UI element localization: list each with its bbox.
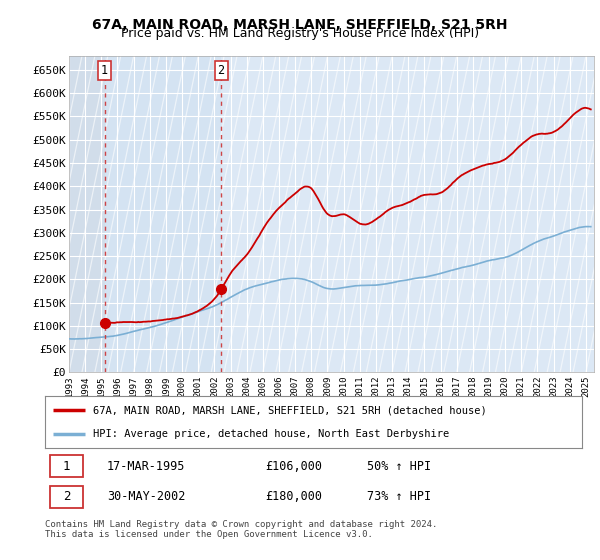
Text: 67A, MAIN ROAD, MARSH LANE, SHEFFIELD, S21 5RH (detached house): 67A, MAIN ROAD, MARSH LANE, SHEFFIELD, S… (94, 405, 487, 416)
Text: Contains HM Land Registry data © Crown copyright and database right 2024.
This d: Contains HM Land Registry data © Crown c… (45, 520, 437, 539)
Text: 67A, MAIN ROAD, MARSH LANE, SHEFFIELD, S21 5RH: 67A, MAIN ROAD, MARSH LANE, SHEFFIELD, S… (92, 18, 508, 32)
Text: £106,000: £106,000 (265, 460, 322, 473)
Text: 2: 2 (63, 491, 70, 503)
Text: 73% ↑ HPI: 73% ↑ HPI (367, 491, 431, 503)
Bar (69, 56, 104, 372)
Text: 1: 1 (101, 64, 108, 77)
Text: HPI: Average price, detached house, North East Derbyshire: HPI: Average price, detached house, Nort… (94, 429, 449, 439)
Bar (104, 56, 221, 372)
FancyBboxPatch shape (50, 486, 83, 508)
FancyBboxPatch shape (50, 455, 83, 477)
Text: 1: 1 (63, 460, 70, 473)
Text: 17-MAR-1995: 17-MAR-1995 (107, 460, 185, 473)
Text: 2: 2 (218, 64, 225, 77)
Text: £180,000: £180,000 (265, 491, 322, 503)
Text: 30-MAY-2002: 30-MAY-2002 (107, 491, 185, 503)
Text: Price paid vs. HM Land Registry's House Price Index (HPI): Price paid vs. HM Land Registry's House … (121, 27, 479, 40)
Text: 50% ↑ HPI: 50% ↑ HPI (367, 460, 431, 473)
